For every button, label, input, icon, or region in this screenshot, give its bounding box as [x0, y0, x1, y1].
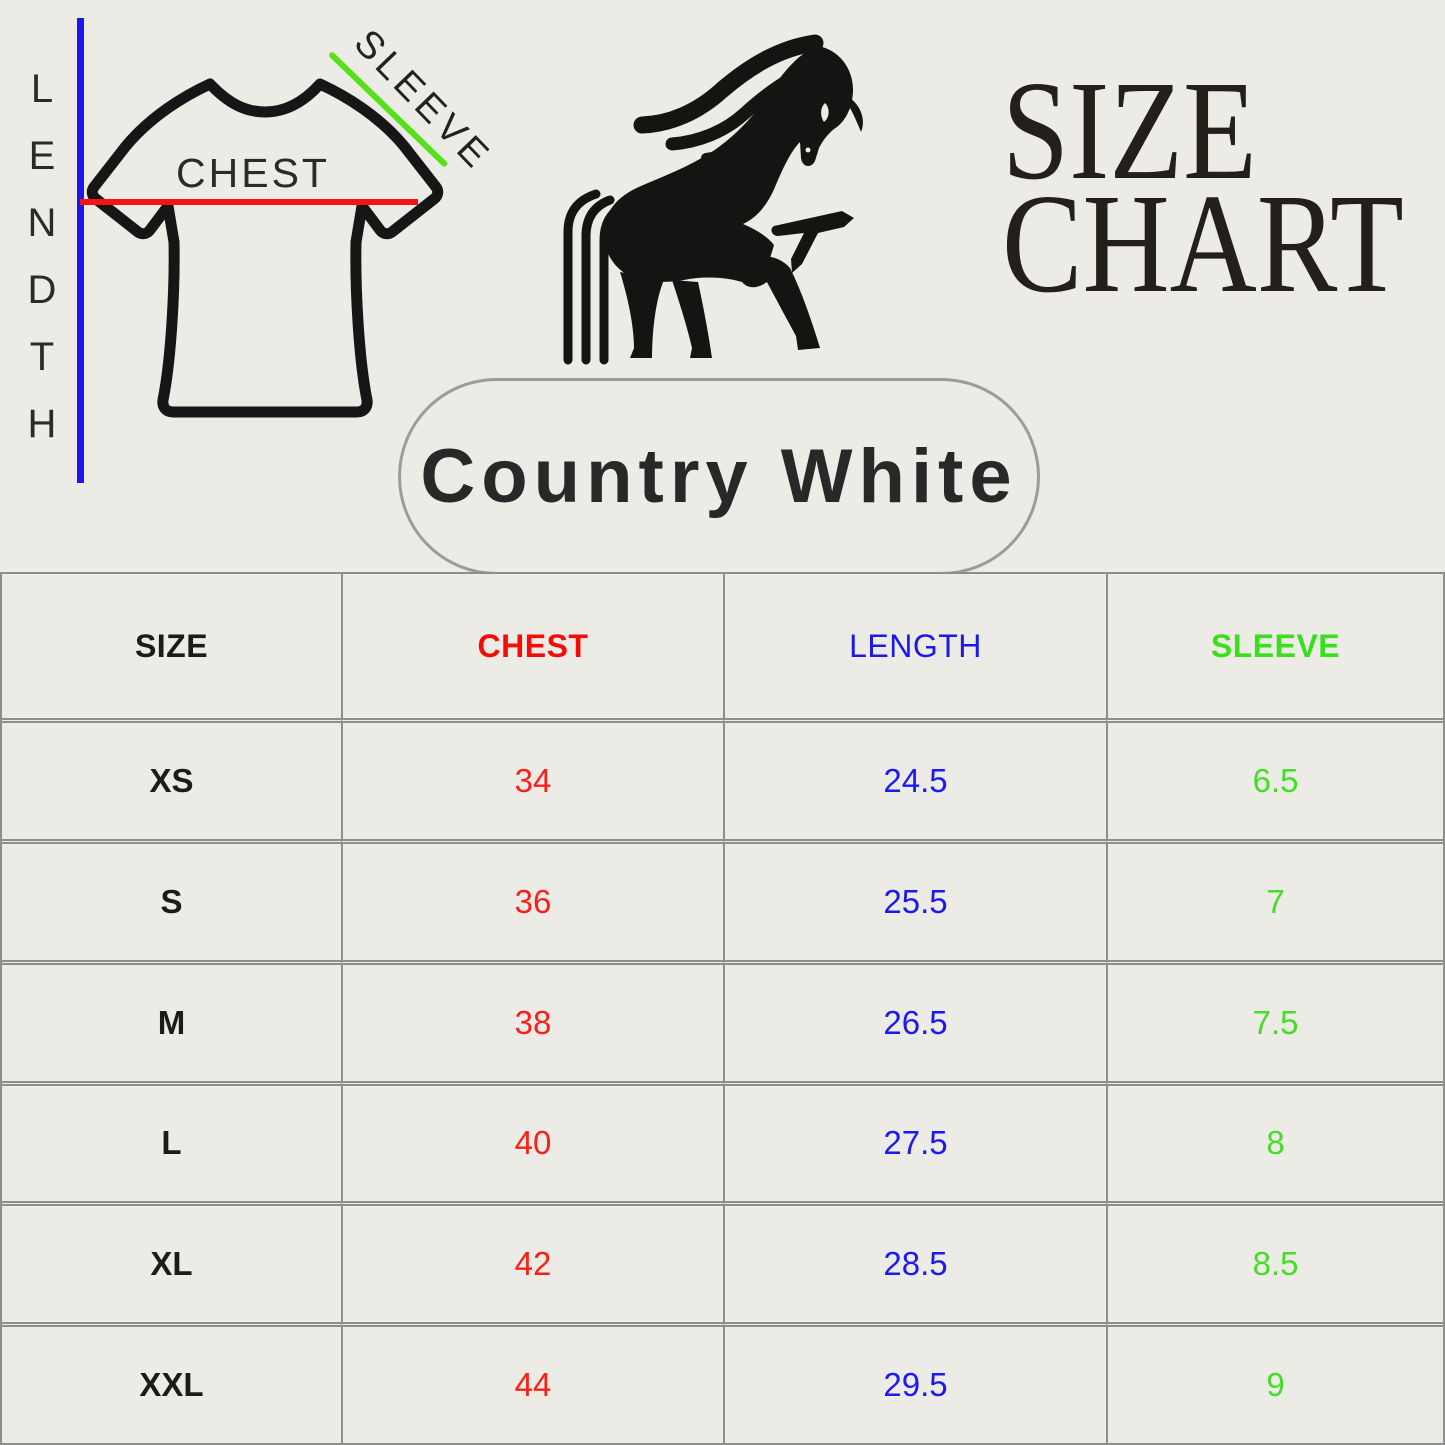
cell-xl-chest: 42: [341, 1201, 723, 1323]
cell-l-chest: 40: [341, 1080, 723, 1202]
cell-xl-sleeve: 8.5: [1106, 1201, 1443, 1323]
cell-s-size: S: [2, 838, 341, 960]
variant-badge-label: Country White: [420, 434, 1018, 519]
length-label-letter: D: [27, 268, 57, 312]
cell-l-size: L: [2, 1080, 341, 1202]
cell-xs-size: XS: [2, 718, 341, 839]
length-label-letter: L: [30, 67, 54, 111]
cell-xxl-sleeve: 9: [1106, 1322, 1443, 1443]
tshirt-icon: [86, 78, 444, 418]
cell-s-chest: 36: [341, 838, 723, 960]
header-cell-sleeve: SLEEVE: [1106, 574, 1443, 718]
length-measure-line: [77, 18, 84, 483]
header-cell-size: SIZE: [134, 627, 209, 664]
cell-xl-size: XL: [2, 1201, 341, 1322]
cell-s-sleeve: 7: [1106, 838, 1443, 960]
cell-xxl-size: XXL: [2, 1322, 341, 1443]
cell-m-sleeve: 7.5: [1106, 959, 1443, 1081]
page-title: SIZE CHART: [1002, 51, 1445, 322]
header-cell-length: LENGTH: [723, 574, 1106, 718]
cell-m-size: M: [2, 959, 341, 1081]
chest-label: CHEST: [176, 150, 330, 196]
page-title-line1: SIZE: [1002, 51, 1257, 209]
length-label-letter: T: [29, 335, 55, 379]
cell-xxl-chest: 44: [341, 1322, 723, 1443]
length-label-letter: H: [27, 402, 57, 446]
cell-l-sleeve: 8: [1106, 1080, 1443, 1202]
horse-logo: [563, 34, 863, 365]
cell-l-length: 27.5: [723, 1080, 1106, 1202]
cell-m-chest: 38: [341, 959, 723, 1081]
cell-m-length: 26.5: [723, 959, 1106, 1081]
cell-s-length: 25.5: [723, 838, 1106, 960]
length-label-letter: E: [28, 134, 56, 178]
cell-xs-length: 24.5: [723, 718, 1106, 839]
size-table: SIZE CHEST LENGTH SLEEVE XS 34 24.5 6.5 S 36 25.5 7…: [0, 572, 1445, 1445]
chest-measure-line: [80, 199, 418, 205]
cell-xs-chest: 34: [341, 718, 723, 839]
cell-xxl-length: 29.5: [723, 1322, 1106, 1443]
cell-xs-sleeve: 6.5: [1106, 718, 1443, 839]
variant-badge: Country White: [398, 378, 1040, 575]
header-cell-chest: CHEST: [341, 574, 723, 718]
cell-xl-length: 28.5: [723, 1201, 1106, 1323]
page-title-line2: CHART: [1002, 164, 1404, 322]
length-label-letter: N: [27, 201, 57, 245]
